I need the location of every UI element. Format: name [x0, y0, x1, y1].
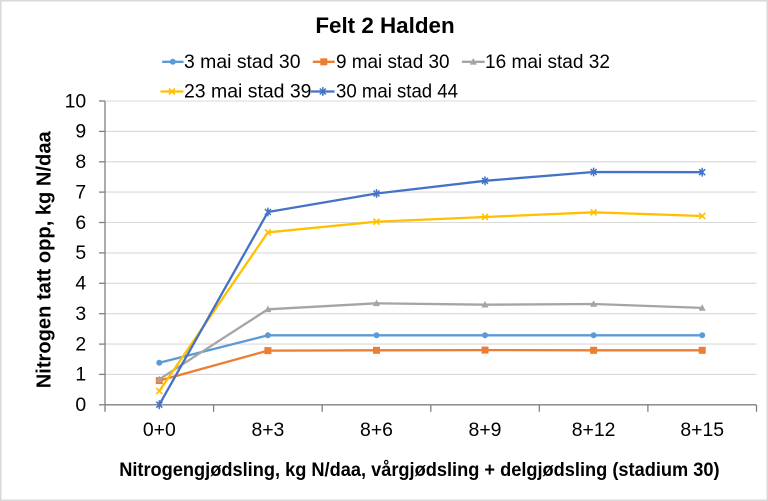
- svg-text:6: 6: [75, 212, 86, 234]
- svg-text:1: 1: [75, 364, 86, 386]
- svg-text:9 mai stad 30: 9 mai stad 30: [336, 51, 450, 73]
- svg-text:8+12: 8+12: [572, 419, 616, 441]
- svg-text:8+15: 8+15: [680, 419, 724, 441]
- svg-text:3 mai stad 30: 3 mai stad 30: [184, 51, 301, 73]
- svg-text:8: 8: [75, 151, 86, 173]
- svg-text:30 mai stad 44: 30 mai stad 44: [336, 81, 458, 103]
- svg-text:0+0: 0+0: [143, 419, 176, 441]
- svg-text:9: 9: [75, 121, 86, 143]
- svg-text:8+9: 8+9: [469, 419, 502, 441]
- svg-text:16 mai stad 32: 16 mai stad 32: [485, 51, 610, 73]
- svg-text:Nitrogengjødsling, kg N/daa, v: Nitrogengjødsling, kg N/daa, vårgjødslin…: [119, 458, 719, 481]
- svg-text:4: 4: [75, 273, 86, 295]
- svg-text:Nitrogen tatt opp, kg N/daa: Nitrogen tatt opp, kg N/daa: [34, 130, 56, 388]
- svg-text:10: 10: [65, 90, 87, 112]
- svg-text:23 mai stad 39: 23 mai stad 39: [184, 81, 312, 103]
- svg-text:0: 0: [75, 394, 86, 416]
- svg-text:7: 7: [75, 181, 86, 203]
- svg-text:3: 3: [75, 303, 86, 325]
- svg-text:8+6: 8+6: [360, 419, 393, 441]
- svg-text:2: 2: [75, 333, 86, 355]
- svg-text:Felt 2 Halden: Felt 2 Halden: [315, 13, 454, 38]
- svg-text:5: 5: [75, 242, 86, 264]
- svg-text:8+3: 8+3: [251, 419, 284, 441]
